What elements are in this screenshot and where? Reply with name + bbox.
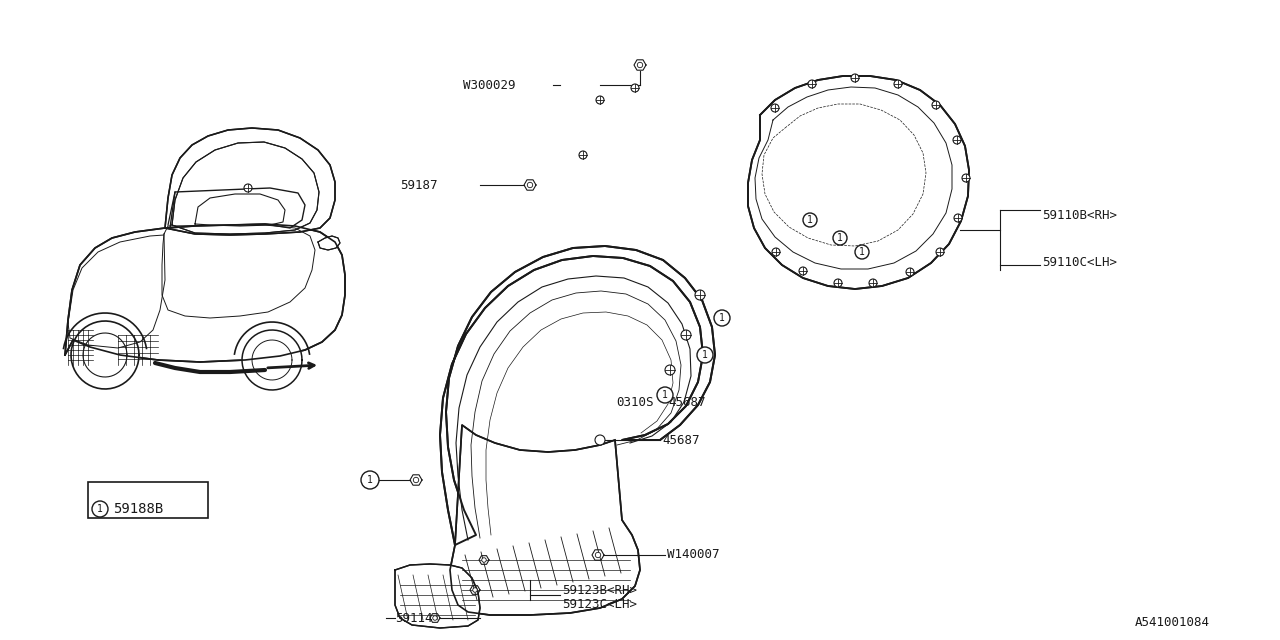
Text: 1: 1	[837, 233, 844, 243]
Circle shape	[579, 151, 588, 159]
Text: 1: 1	[859, 247, 865, 257]
Circle shape	[361, 471, 379, 489]
Circle shape	[681, 330, 691, 340]
Circle shape	[698, 347, 713, 363]
Circle shape	[954, 136, 961, 144]
Text: 45687: 45687	[662, 433, 699, 447]
Circle shape	[695, 290, 705, 300]
Circle shape	[92, 501, 108, 517]
Circle shape	[637, 62, 643, 68]
Text: 59123C<LH>: 59123C<LH>	[562, 598, 637, 611]
Polygon shape	[440, 246, 716, 545]
Circle shape	[631, 84, 639, 92]
Circle shape	[835, 279, 842, 287]
Polygon shape	[72, 321, 140, 389]
Text: 1: 1	[97, 504, 102, 514]
Polygon shape	[317, 236, 340, 250]
Circle shape	[855, 245, 869, 259]
Circle shape	[772, 248, 780, 256]
Text: 59187: 59187	[401, 179, 438, 191]
Text: 59114: 59114	[396, 611, 433, 625]
Bar	[88, 482, 209, 518]
Text: 59188B: 59188B	[113, 502, 164, 516]
Circle shape	[527, 182, 532, 188]
Circle shape	[803, 213, 817, 227]
Polygon shape	[451, 425, 640, 615]
Circle shape	[595, 552, 600, 557]
Polygon shape	[165, 128, 335, 235]
Circle shape	[666, 365, 675, 375]
Polygon shape	[172, 142, 319, 234]
Text: 59123B<RH>: 59123B<RH>	[562, 584, 637, 596]
Circle shape	[595, 435, 605, 445]
Text: 1: 1	[719, 313, 724, 323]
Polygon shape	[170, 188, 305, 228]
Polygon shape	[748, 76, 969, 289]
Circle shape	[657, 387, 673, 403]
Text: 1: 1	[808, 215, 813, 225]
Text: 1: 1	[662, 390, 668, 400]
Text: 1: 1	[701, 350, 708, 360]
Text: 59110C<LH>: 59110C<LH>	[1042, 255, 1117, 269]
Circle shape	[481, 557, 486, 563]
Text: 1: 1	[367, 475, 372, 485]
Circle shape	[869, 279, 877, 287]
Polygon shape	[396, 564, 480, 628]
Circle shape	[963, 174, 970, 182]
Circle shape	[799, 267, 806, 275]
Circle shape	[433, 616, 438, 620]
Text: A541001084: A541001084	[1135, 616, 1210, 628]
Circle shape	[472, 588, 477, 592]
Circle shape	[893, 80, 902, 88]
Circle shape	[954, 214, 963, 222]
Text: 0310S: 0310S	[616, 397, 654, 410]
Circle shape	[833, 231, 847, 245]
Polygon shape	[242, 330, 302, 390]
Circle shape	[771, 104, 780, 112]
Polygon shape	[65, 224, 346, 362]
Text: W300029: W300029	[463, 79, 516, 92]
Circle shape	[906, 268, 914, 276]
Circle shape	[808, 80, 817, 88]
Circle shape	[932, 101, 940, 109]
Circle shape	[714, 310, 730, 326]
Text: 59110B<RH>: 59110B<RH>	[1042, 209, 1117, 221]
Text: 45687: 45687	[668, 397, 705, 410]
Circle shape	[413, 477, 419, 483]
Circle shape	[596, 96, 604, 104]
Circle shape	[244, 184, 252, 192]
Circle shape	[851, 74, 859, 82]
Text: W140007: W140007	[667, 548, 719, 561]
Circle shape	[936, 248, 945, 256]
